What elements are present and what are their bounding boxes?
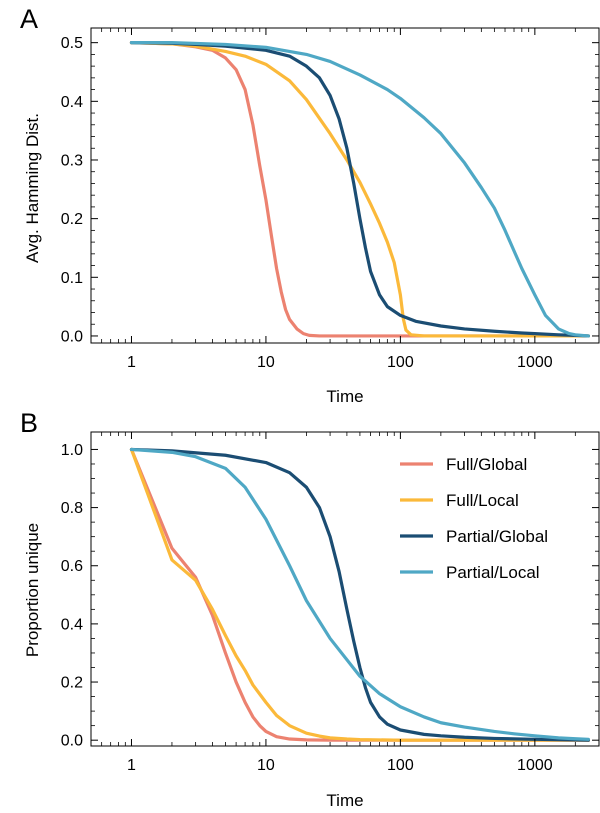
panel-b-plot-area: 1 10 100 1000 0.0 0.2 0.4 0.6 0.8 1.0 xyxy=(61,431,600,774)
panel-a-x-axis-label: Time xyxy=(326,387,363,406)
panel-b-x-axis-label: Time xyxy=(326,791,363,810)
panel-a-x-tick-label: 1 xyxy=(127,354,136,371)
panel-b-y-tick-label: 0.8 xyxy=(61,500,83,517)
legend: Full/Global Full/Local Partial/Global Parti… xyxy=(400,455,548,582)
panel-b-line-partial-local xyxy=(129,447,590,741)
panel-a-y-tick-label: 0.1 xyxy=(61,270,83,287)
panel-a-y-tick-label: 0.0 xyxy=(61,328,83,345)
panel-b-y-tick-label: 0.6 xyxy=(61,558,83,575)
legend-label-full-global: Full/Global xyxy=(446,455,527,474)
panel-a-line-full-local xyxy=(129,41,590,338)
panel-b-line-full-global xyxy=(129,447,590,742)
panel-b-line-full-local xyxy=(129,447,590,742)
legend-label-partial-global: Partial/Global xyxy=(446,527,548,546)
panel-letter-a: A xyxy=(20,4,38,34)
panel-letter-b: B xyxy=(20,408,38,438)
panel-a-line-partial-local xyxy=(129,41,590,338)
panel-b: B Proportion unique Time 1 10 100 1000 0.0 0.… xyxy=(20,408,600,810)
panel-a-frame xyxy=(90,27,600,344)
panel-b-line-partial-global xyxy=(129,447,590,742)
legend-label-full-local: Full/Local xyxy=(446,491,519,510)
panel-b-x-tick-label: 1 xyxy=(127,757,136,774)
panel-b-frame xyxy=(90,431,600,747)
legend-label-partial-local: Partial/Local xyxy=(446,563,540,582)
panel-a-x-tick-label: 1000 xyxy=(517,354,553,371)
panel-a-x-tick-label: 100 xyxy=(387,354,414,371)
panel-b-y-tick-label: 0.2 xyxy=(61,675,83,692)
panel-b-x-tick-label: 1000 xyxy=(517,757,553,774)
panel-a-y-tick-label: 0.5 xyxy=(61,35,83,52)
panel-a-y-tick-label: 0.4 xyxy=(61,94,83,111)
panel-a: A Avg. Hamming Dist. Time 1 10 100 1000 0.0 0… xyxy=(20,4,600,406)
panel-b-x-tick-label: 100 xyxy=(387,757,414,774)
panel-b-y-axis-label: Proportion unique xyxy=(23,523,42,657)
panel-b-y-tick-label: 0.4 xyxy=(61,616,83,633)
panel-a-line-partial-global xyxy=(129,41,590,338)
panel-a-x-tick-label: 10 xyxy=(257,354,275,371)
panel-a-y-tick-label: 0.3 xyxy=(61,152,83,169)
panel-b-y-tick-label: 0.0 xyxy=(61,733,83,750)
panel-a-plot-area: 1 10 100 1000 0.0 0.1 0.2 0.3 0.4 0.5 xyxy=(61,27,600,371)
panel-a-line-full-global xyxy=(129,41,590,338)
panel-a-y-axis-label: Avg. Hamming Dist. xyxy=(23,113,42,263)
panel-a-y-tick-label: 0.2 xyxy=(61,211,83,228)
panel-b-y-tick-label: 1.0 xyxy=(61,442,83,459)
panel-b-x-tick-label: 10 xyxy=(257,757,275,774)
